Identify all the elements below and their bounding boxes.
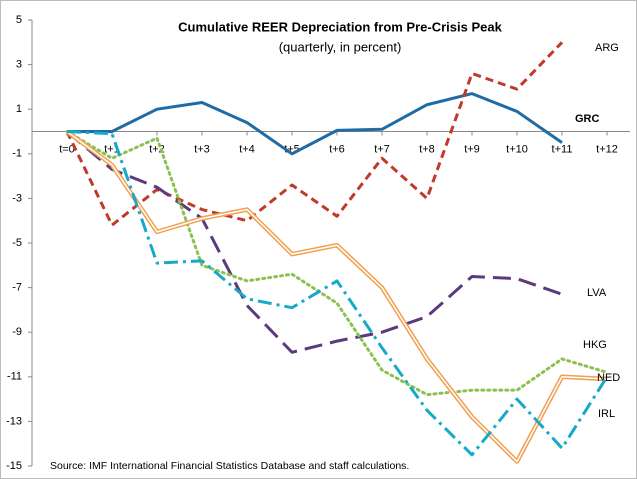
y-tick-label: -5 bbox=[12, 237, 22, 249]
y-tick-label: -1 bbox=[12, 148, 22, 160]
series-line-inner bbox=[66, 130, 608, 463]
y-tick-label: 3 bbox=[16, 59, 22, 71]
y-tick-label: -13 bbox=[6, 415, 22, 427]
y-tick-label: -7 bbox=[12, 282, 22, 294]
series-label: IRL bbox=[598, 408, 615, 420]
x-tick-label: t+9 bbox=[464, 143, 480, 155]
chart-subtitle: (quarterly, in percent) bbox=[279, 39, 402, 54]
series-line bbox=[65, 41, 564, 227]
y-tick-label: 1 bbox=[16, 103, 22, 115]
series-label: ARG bbox=[595, 42, 619, 54]
series-line bbox=[66, 130, 609, 457]
y-tick-label: 5 bbox=[16, 14, 22, 26]
x-tick-label: t+12 bbox=[596, 143, 618, 155]
x-tick-label: t+8 bbox=[419, 143, 435, 155]
x-tick-label: t=0 bbox=[59, 143, 75, 155]
x-tick-label: t+7 bbox=[374, 143, 390, 155]
series-label: LVA bbox=[587, 287, 607, 299]
source-note: Source: IMF International Financial Stat… bbox=[50, 460, 409, 472]
x-tick-label: t+3 bbox=[194, 143, 210, 155]
x-tick-label: t+11 bbox=[552, 143, 573, 155]
series-line bbox=[65, 130, 609, 397]
series-label: NED bbox=[597, 372, 620, 384]
series-line bbox=[66, 130, 563, 354]
series-line bbox=[67, 92, 563, 156]
y-tick-label: -15 bbox=[6, 460, 22, 472]
series-label: GRC bbox=[575, 113, 600, 125]
x-tick-label: t+10 bbox=[506, 143, 528, 155]
y-tick-label: -9 bbox=[12, 326, 22, 338]
series-label: HKG bbox=[583, 339, 607, 351]
chart-title: Cumulative REER Depreciation from Pre-Cr… bbox=[178, 19, 502, 34]
x-tick-label: t+6 bbox=[329, 143, 345, 155]
x-tick-label: t+4 bbox=[239, 143, 255, 155]
y-tick-label: -11 bbox=[7, 371, 22, 383]
y-tick-label: -3 bbox=[12, 192, 22, 204]
